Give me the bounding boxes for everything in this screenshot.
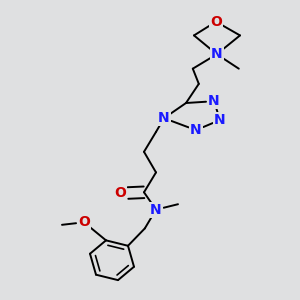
Text: N: N bbox=[214, 113, 226, 127]
Text: O: O bbox=[210, 15, 222, 29]
Text: N: N bbox=[150, 202, 162, 217]
Text: N: N bbox=[158, 111, 170, 125]
Text: N: N bbox=[190, 123, 202, 137]
Text: O: O bbox=[78, 215, 90, 229]
Text: N: N bbox=[211, 47, 223, 61]
Text: O: O bbox=[114, 186, 126, 200]
Text: N: N bbox=[208, 94, 220, 108]
